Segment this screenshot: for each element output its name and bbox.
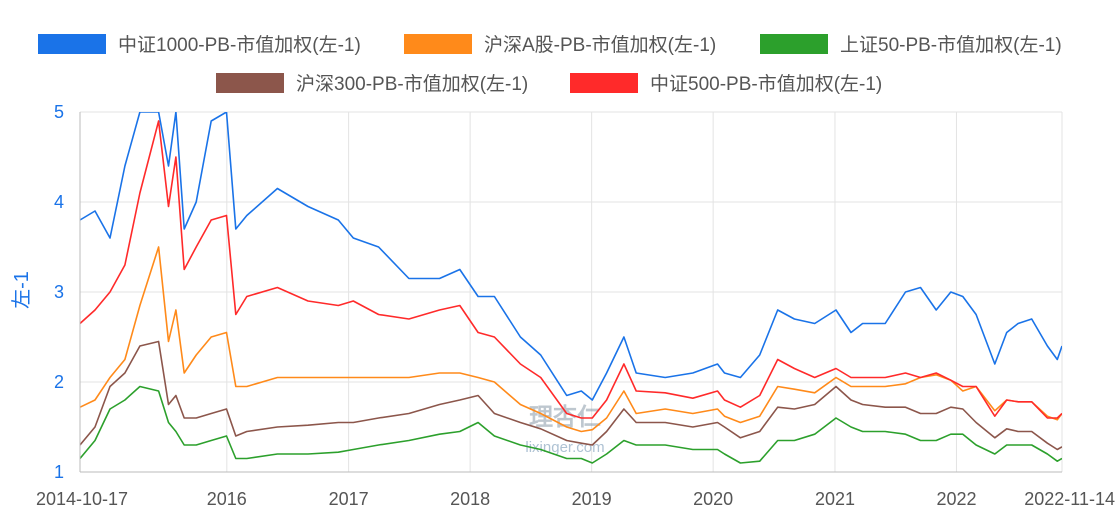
y-tick-label: 5 <box>54 102 64 122</box>
y-tick-label: 1 <box>54 462 64 482</box>
x-tick-label: 2017 <box>329 489 369 509</box>
legend-swatch <box>216 73 284 93</box>
x-tick-label: 2018 <box>450 489 490 509</box>
y-tick-label: 3 <box>54 282 64 302</box>
series-line-2 <box>80 385 1062 464</box>
series-line-3 <box>80 340 1062 451</box>
legend-swatch <box>404 34 472 54</box>
axes: 1 2 3 4 5 2014-10-17 2016 2017 2018 2019 2020 2021 2… <box>36 102 1115 509</box>
legend: 中证1000-PB-市值加权(左-1) 沪深A股-PB-市值加权(左-1) 上证50… <box>38 34 1062 95</box>
legend-label: 中证1000-PB-市值加权(左-1) <box>118 34 361 56</box>
legend-label: 沪深300-PB-市值加权(左-1) <box>296 73 528 95</box>
x-tick-label: 2014-10-17 <box>36 489 128 509</box>
watermark-en: lixinger.com <box>525 439 604 456</box>
legend-item-4[interactable]: 中证500-PB-市值加权(左-1) <box>570 73 882 95</box>
legend-item-2[interactable]: 上证50-PB-市值加权(左-1) <box>760 34 1062 56</box>
x-tick-label: 2016 <box>207 489 247 509</box>
series-lines <box>80 112 1062 464</box>
series-line-4 <box>80 120 1062 419</box>
legend-label: 沪深A股-PB-市值加权(左-1) <box>484 34 716 56</box>
y-axis-label: 左-1 <box>10 271 33 309</box>
legend-item-3[interactable]: 沪深300-PB-市值加权(左-1) <box>216 73 528 95</box>
legend-label: 中证500-PB-市值加权(左-1) <box>650 73 882 95</box>
legend-swatch <box>760 34 828 54</box>
series-line-0 <box>80 112 1062 401</box>
x-tick-label: 2022-11-14 <box>1024 489 1115 509</box>
x-tick-label: 2021 <box>815 489 855 509</box>
y-tick-label: 4 <box>54 192 64 212</box>
legend-swatch <box>38 34 106 54</box>
legend-swatch <box>570 73 638 93</box>
legend-item-0[interactable]: 中证1000-PB-市值加权(左-1) <box>38 34 361 56</box>
legend-label: 上证50-PB-市值加权(左-1) <box>840 34 1062 56</box>
x-tick-label: 2022 <box>936 489 976 509</box>
x-tick-label: 2020 <box>693 489 733 509</box>
legend-item-1[interactable]: 沪深A股-PB-市值加权(左-1) <box>404 34 716 56</box>
y-tick-label: 2 <box>54 372 64 392</box>
x-tick-label: 2019 <box>572 489 612 509</box>
series-line-1 <box>80 246 1062 433</box>
